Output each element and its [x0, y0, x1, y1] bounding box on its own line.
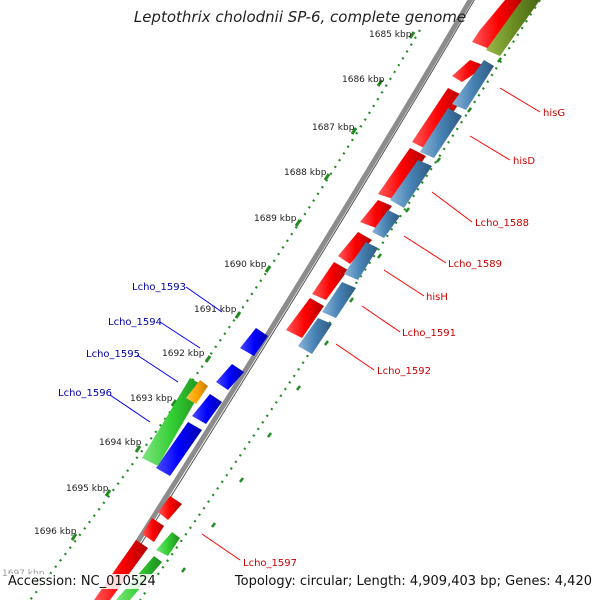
- gene-feature[interactable]: [412, 88, 464, 150]
- gene-label[interactable]: Lcho_1592: [377, 366, 431, 377]
- gene-feature[interactable]: [338, 232, 372, 264]
- left-connectors: [109, 286, 223, 423]
- gene-label[interactable]: Lcho_1593: [132, 282, 186, 293]
- blue-genes: [156, 328, 268, 476]
- cds-feature[interactable]: [322, 282, 356, 318]
- gene-label[interactable]: hisH: [426, 292, 448, 303]
- gene-Lcho_1593-feature[interactable]: [240, 328, 268, 356]
- gene-feature[interactable]: [286, 298, 324, 338]
- tick-label: 1689 kbp: [254, 214, 297, 224]
- gene-label[interactable]: Lcho_1591: [402, 328, 456, 339]
- tick-label: 1694 kbp: [99, 438, 142, 448]
- outer-tick-ring: [29, 29, 421, 601]
- gene-feature[interactable]: [312, 262, 348, 300]
- reverse-cds: [298, 60, 494, 354]
- tick-label: 1685 kbp: [369, 30, 412, 40]
- gene-Lcho_1596-feature[interactable]: [156, 422, 202, 476]
- genome-summary: Topology: circular; Length: 4,909,403 bp…: [234, 574, 592, 589]
- rna-feature[interactable]: [486, 0, 540, 56]
- genome-backbone-shadow: [102, 0, 475, 604]
- gene-hisG-feature[interactable]: [472, 0, 525, 50]
- gene-label[interactable]: Lcho_1595: [86, 349, 140, 360]
- forward-genes: [94, 0, 525, 600]
- gene-feature[interactable]: [360, 200, 392, 228]
- inner-ring-ticks: [181, 3, 536, 573]
- tick-label: 1696 kbp: [34, 527, 77, 537]
- map-title: Leptothrix cholodnii SP-6, complete geno…: [133, 8, 467, 26]
- tick-label: 1688 kbp: [284, 168, 327, 178]
- gene-label[interactable]: hisD: [513, 156, 535, 167]
- tick-label: 1693 kbp: [130, 394, 173, 404]
- tick-label: 1687 kbp: [312, 123, 355, 133]
- tick-label: 1695 kbp: [66, 484, 109, 494]
- gene-Lcho_1597-feature[interactable]: [158, 496, 182, 520]
- outer-ring-ticks: [34, 31, 416, 585]
- gene-label[interactable]: Lcho_1596: [58, 388, 112, 399]
- gene-label[interactable]: Lcho_1597: [243, 558, 297, 569]
- gene-label[interactable]: Lcho_1594: [108, 317, 162, 328]
- gene-label[interactable]: Lcho_1589: [448, 259, 502, 270]
- gene-Lcho_1595-feature[interactable]: [192, 394, 222, 424]
- gene-label[interactable]: hisG: [543, 108, 565, 119]
- gene-hisD-feature[interactable]: [452, 60, 486, 82]
- cds-feature[interactable]: [452, 60, 494, 110]
- accession-label: Accession: NC_010524: [8, 574, 156, 589]
- tick-label: 1691 kbp: [194, 305, 237, 315]
- orange-feature[interactable]: [186, 380, 208, 404]
- cds-feature[interactable]: [298, 318, 332, 354]
- cds-feature[interactable]: [390, 160, 432, 208]
- gene-feature[interactable]: [142, 378, 204, 466]
- gene-label[interactable]: Lcho_1588: [475, 218, 529, 229]
- gene-feature[interactable]: [142, 518, 164, 542]
- genome-backbone: [95, 0, 474, 604]
- tick-label: 1686 kbp: [342, 75, 385, 85]
- gene-feature[interactable]: [378, 148, 426, 200]
- tick-label: 1690 kbp: [224, 260, 267, 270]
- gene-Lcho_1594-feature[interactable]: [216, 364, 244, 390]
- gene-feature[interactable]: [156, 532, 180, 556]
- tick-label: 1692 kbp: [162, 349, 205, 359]
- cds-feature[interactable]: [344, 242, 378, 280]
- gene-feature[interactable]: [94, 540, 148, 600]
- right-connectors: [201, 87, 541, 561]
- cds-feature[interactable]: [372, 210, 400, 238]
- cds-feature[interactable]: [420, 108, 462, 158]
